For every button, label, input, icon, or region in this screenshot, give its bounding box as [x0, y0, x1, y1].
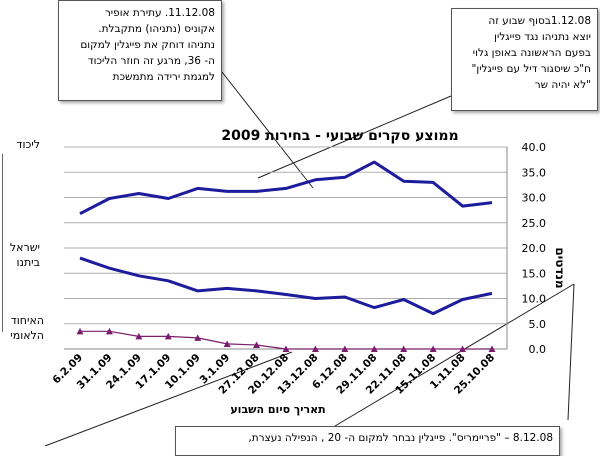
y-tick-label: 30.0 — [522, 192, 547, 205]
series-line-yisrael-beiteinu — [79, 256, 493, 316]
note-left-line: למגמת ירידה מתמשכת — [112, 71, 215, 83]
chart-title: ממוצע סקרים שבועי - בחירות 2009 — [221, 128, 458, 144]
y-axis-label: מנדטים — [553, 247, 567, 288]
y-tick-label: 35.0 — [522, 166, 547, 179]
series-layer — [76, 160, 496, 352]
y-tick-label: 25.0 — [522, 217, 547, 230]
series-label-yisrael-beiteinu: ישראל ביתנו — [9, 241, 40, 269]
data-point-marker — [253, 341, 261, 348]
y-tick-label: 20.0 — [522, 242, 547, 255]
y-tick-labels: 0.0 5.0 10.0 15.0 20.0 25.0 30.0 35.0 40.0 — [522, 141, 547, 356]
note-left-line: אקוניס (נתניהו) מתקבלת. — [98, 23, 215, 35]
data-point-marker — [76, 327, 84, 335]
data-point-marker — [105, 327, 113, 335]
data-point-marker — [400, 345, 408, 352]
callout-line-bottom — [334, 283, 575, 427]
annotation-note-left: 11.12.08. עתירת אופיר אקוניס (נתניהו) מת… — [58, 0, 222, 101]
callout-line-right-2 — [567, 283, 575, 421]
left-edge-marker — [2, 154, 8, 332]
y-tick-label: 10.0 — [522, 293, 547, 306]
data-point-marker — [135, 332, 143, 340]
callout-line-bottom-left — [44, 351, 293, 446]
data-point-marker — [194, 334, 202, 341]
note-left-line: ה- 36, מרגע זה חוזר הליכוד — [87, 55, 215, 67]
note-right-line: "לא יהיה שר — [534, 79, 591, 91]
data-point-marker — [429, 345, 437, 352]
y-tick-label: 0.0 — [529, 343, 547, 356]
note-left-line: 11.12.08. עתירת אופיר — [104, 7, 215, 19]
y-tick-label: 40.0 — [522, 141, 547, 154]
note-left-line: נתניהו דוחק את פייגלין למקום — [80, 39, 215, 51]
note-right-line: 1.12.08בסוף שבוע זה — [488, 15, 591, 27]
series-label-likud: ליכוד — [16, 138, 40, 151]
callout-line-left — [221, 71, 314, 189]
data-point-marker — [341, 345, 349, 352]
note-right-line: יוצא נתניהו נגד פייגלין — [494, 31, 591, 43]
series-label-ichud-leumi: האיחוד הלאומי — [10, 314, 44, 342]
note-bottom-line: 8.12.08 – "פריימריס". פייגלין נבחר למקום… — [248, 432, 553, 444]
data-point-marker — [459, 345, 467, 352]
x-tick-labels: 6.2.0931.1.0924.1.0917.1.0910.1.093.1.09… — [50, 352, 497, 397]
data-point-marker — [223, 340, 231, 347]
data-point-marker — [311, 345, 319, 352]
data-point-marker — [488, 345, 496, 352]
grid — [64, 146, 507, 325]
y-tick-label: 5.0 — [529, 318, 547, 331]
series-line-likud — [79, 160, 493, 216]
data-point-marker — [370, 345, 378, 352]
chart: ממוצע סקרים שבועי - בחירות 2009 0.0 5.0 10… — [44, 71, 575, 446]
note-right-line: ח"כ שיסגור דיל עם פייגלין" — [471, 63, 591, 75]
note-right-line: בפעם הראשונה באופן גלוי — [472, 47, 591, 59]
data-point-marker — [164, 332, 172, 340]
annotation-note-bottom: 8.12.08 – "פריימריס". פייגלין נבחר למקום… — [175, 426, 560, 456]
data-point-marker — [282, 345, 290, 352]
x-axis-label: תאריך סיום השבוע — [230, 403, 325, 416]
annotation-note-right: 1.12.08בסוף שבוע זה יוצא נתניהו נגד פייג… — [451, 8, 598, 111]
callout-line-right — [257, 95, 452, 179]
y-tick-label: 15.0 — [522, 267, 547, 280]
